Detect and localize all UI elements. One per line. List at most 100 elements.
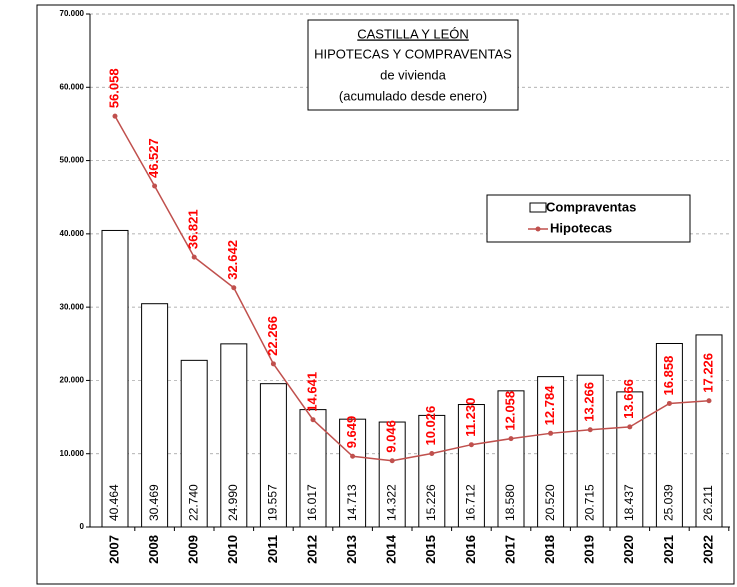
- line-value-label: 56.058: [106, 68, 121, 108]
- x-tick-label: 2012: [304, 535, 319, 564]
- bar: [418, 414, 446, 528]
- x-tick-label: 2008: [146, 535, 161, 564]
- chart-title: CASTILLA Y LEÓN: [357, 26, 469, 41]
- bar: [220, 343, 248, 528]
- line-value-label: 17.226: [700, 353, 715, 393]
- bar-value-label: 20.715: [582, 484, 596, 521]
- bar: [537, 376, 565, 528]
- bar-value-label: 16.017: [305, 484, 319, 521]
- line-value-label: 12.784: [542, 385, 557, 426]
- line-marker: [350, 453, 356, 459]
- x-tick-label: 2011: [265, 535, 280, 563]
- bar-value-label: 15.226: [424, 484, 438, 521]
- line-marker: [587, 427, 593, 433]
- line-value-label: 9.649: [344, 416, 359, 449]
- line-marker: [112, 113, 118, 119]
- line-marker: [548, 430, 554, 436]
- x-tick-label: 2019: [582, 535, 597, 564]
- legend-label: Compraventas: [546, 199, 636, 214]
- line-value-label: 14.641: [304, 372, 319, 412]
- bar: [457, 404, 485, 528]
- line-marker: [310, 417, 316, 423]
- chart-subtitle: HIPOTECAS Y COMPRAVENTAS: [314, 46, 512, 61]
- line-marker: [627, 424, 633, 430]
- x-tick-label: 2007: [106, 535, 121, 564]
- chart-frame: [36, 4, 735, 585]
- x-tick-label: 2022: [700, 535, 715, 564]
- line-marker: [231, 285, 237, 291]
- bar: [497, 390, 525, 528]
- y-tick-label: 30.000: [60, 302, 85, 311]
- x-tick-label: 2017: [502, 535, 517, 564]
- line-value-label: 46.527: [146, 138, 161, 178]
- line-value-label: 11.230: [463, 398, 478, 437]
- bar: [655, 342, 683, 528]
- line-value-label: 9.046: [384, 420, 399, 453]
- line-marker: [429, 451, 435, 457]
- line-value-label: 32.642: [225, 240, 240, 280]
- bar: [339, 418, 367, 528]
- bar: [616, 391, 644, 528]
- line-marker: [270, 361, 276, 367]
- bar: [259, 383, 287, 528]
- line-marker: [666, 400, 672, 406]
- bar-value-label: 18.580: [503, 484, 517, 521]
- bar: [299, 409, 327, 528]
- bar: [141, 303, 169, 528]
- chart-subtitle: (acumulado desde enero): [339, 88, 487, 103]
- bar: [576, 374, 604, 528]
- x-tick-label: 2009: [186, 535, 201, 564]
- bar-value-label: 24.990: [226, 484, 240, 521]
- line-marker: [468, 442, 474, 448]
- x-tick-label: 2013: [344, 535, 359, 564]
- line-value-label: 13.266: [582, 382, 597, 422]
- y-tick-label: 70.000: [60, 9, 85, 18]
- legend-swatch: [529, 202, 547, 213]
- bar-value-label: 22.740: [186, 484, 200, 521]
- legend-label: Hipotecas: [550, 220, 612, 235]
- line-value-label: 12.058: [502, 391, 517, 431]
- y-tick-label: 60.000: [60, 82, 85, 91]
- line-marker: [706, 398, 712, 404]
- line-value-label: 36.821: [186, 209, 201, 249]
- legend-swatch: [535, 226, 541, 232]
- line-marker: [152, 183, 158, 189]
- bar-value-label: 18.437: [622, 484, 636, 521]
- legend: Compraventas Hipotecas: [486, 194, 691, 243]
- y-tick-label: 10.000: [60, 449, 85, 458]
- bar-value-label: 40.464: [107, 484, 121, 521]
- line-value-label: 13.666: [621, 379, 636, 419]
- line: [114, 115, 710, 462]
- bar: [180, 359, 208, 528]
- x-tick-label: 2015: [423, 535, 438, 564]
- line-marker: [389, 458, 395, 464]
- y-tick-label: 50.000: [60, 156, 85, 165]
- line-value-label: 22.266: [265, 316, 280, 356]
- line-value-label: 16.858: [661, 356, 676, 396]
- bar: [378, 421, 406, 528]
- line-marker: [508, 436, 514, 442]
- bar-value-label: 19.557: [266, 484, 280, 521]
- x-tick-label: 2010: [225, 535, 240, 564]
- y-tick-label: 40.000: [60, 229, 85, 238]
- x-tick-label: 2018: [542, 535, 557, 564]
- legend-box: [486, 194, 691, 243]
- x-tick-label: 2021: [661, 535, 676, 564]
- x-tick-label: 2014: [384, 534, 399, 564]
- bar-value-label: 25.039: [662, 484, 676, 521]
- bar-value-label: 20.520: [543, 484, 557, 521]
- line-value-label: 10.026: [423, 406, 438, 446]
- title-box: [307, 19, 519, 111]
- bar: [101, 229, 129, 528]
- y-tick-label: 0: [80, 522, 85, 531]
- x-tick-label: 2020: [621, 535, 636, 564]
- bar-value-label: 14.322: [384, 484, 398, 521]
- chart-subtitle: de vivienda: [380, 67, 447, 82]
- line-marker: [191, 254, 197, 260]
- bar-value-label: 26.211: [701, 485, 715, 521]
- y-tick-label: 20.000: [60, 376, 85, 385]
- bar: [695, 334, 723, 528]
- bar-value-label: 30.469: [147, 484, 161, 521]
- bar-value-label: 16.712: [464, 484, 478, 521]
